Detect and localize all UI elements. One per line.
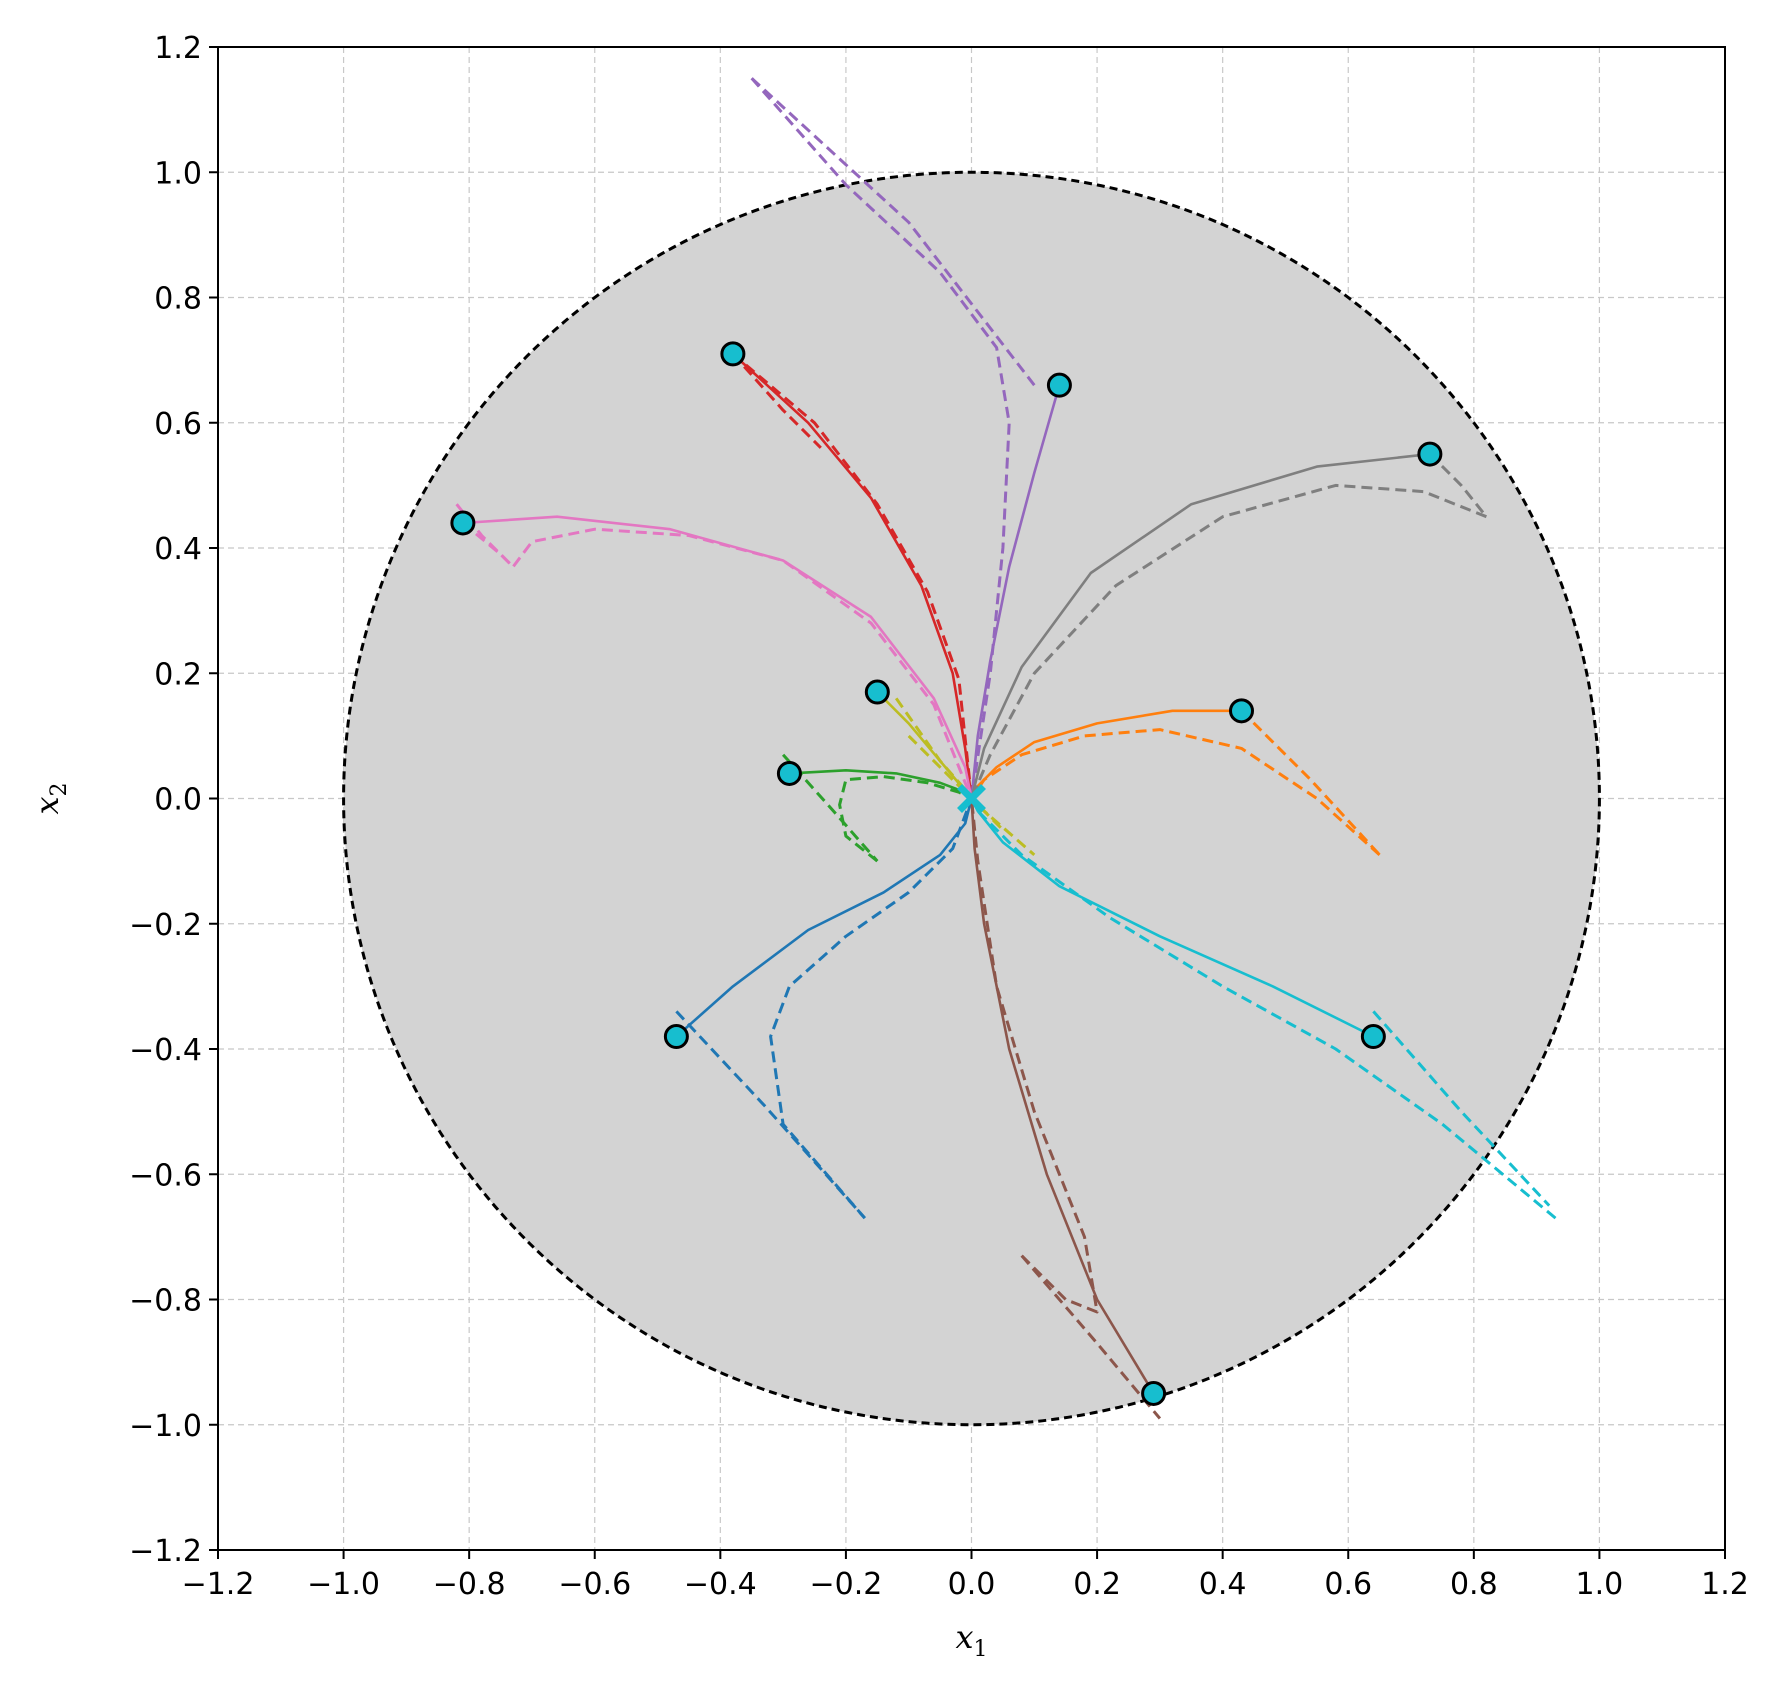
start-point-marker [450, 510, 476, 536]
trajectory-dashed-line-secondary [1020, 1254, 1162, 1420]
y-axis-label: x2 [28, 782, 72, 814]
y-tick-label: −1.0 [129, 1409, 202, 1444]
x-tick-label: 1.0 [1576, 1567, 1624, 1602]
start-point-marker [776, 760, 802, 786]
x-axis-label-subscript: 1 [974, 1637, 988, 1662]
y-tick-label: 0.6 [154, 407, 202, 442]
series-layer [455, 77, 1557, 1420]
trajectory-dashed-line [769, 797, 973, 1220]
trajectory-dashed-line [838, 775, 973, 863]
y-tick-label: −0.8 [129, 1284, 202, 1319]
y-tick-label: 1.0 [154, 156, 202, 191]
trajectory-dashed-line-secondary [1372, 1010, 1551, 1207]
y-tick-label: 0.8 [154, 282, 202, 317]
trajectory-7 [455, 503, 973, 800]
y-axis-label-subscript: 2 [47, 782, 72, 796]
y-tick-label: −0.2 [129, 908, 202, 943]
y-tick-label: 1.2 [154, 31, 202, 66]
start-point-marker [1046, 372, 1072, 398]
start-point-marker [1229, 698, 1255, 724]
x-tick-label: 0.4 [1199, 1567, 1247, 1602]
trajectory-8 [970, 452, 1488, 800]
trajectory-solid-line [876, 691, 973, 800]
x-axis-label-main: x [955, 1618, 973, 1656]
trajectory-dashed-line-secondary [1428, 453, 1488, 518]
marker-layer [450, 341, 1443, 1406]
x-tick-label: −0.6 [558, 1567, 631, 1602]
trajectory-dashed-line [970, 798, 1099, 1314]
start-point-marker [1417, 441, 1443, 467]
start-point-marker [1141, 1380, 1167, 1406]
trajectory-solid-line [970, 384, 1061, 799]
trajectory-dashed-line [970, 483, 1487, 800]
trajectory-solid-line [970, 797, 1374, 1038]
trajectory-5 [750, 77, 1061, 799]
x-tick-label: −0.2 [809, 1567, 882, 1602]
trajectory-solid-line [675, 798, 973, 1038]
x-tick-label: 0.6 [1324, 1567, 1372, 1602]
trajectory-4 [731, 352, 973, 799]
y-tick-label: 0.0 [154, 783, 202, 818]
feasible-region-boundary [342, 170, 1601, 1427]
trajectory-dashed-line [455, 503, 973, 800]
start-point-marker [720, 341, 746, 367]
x-tick-label: 0.2 [1073, 1567, 1121, 1602]
trajectory-solid-line [462, 515, 973, 799]
tick-layer: −1.2 −1.0 −0.8 −0.6 −0.4 −0.2 0.0 0.2 0.4 0.6 0.8 1… [129, 31, 1749, 1602]
trajectory-6 [970, 798, 1162, 1420]
trajectory-dashed-line [731, 352, 973, 799]
target-marker-stroke [957, 784, 986, 813]
trajectory-dashed-line-secondary [750, 77, 1036, 387]
x-tick-label: −1.2 [182, 1567, 255, 1602]
x-tick-label: 0.0 [948, 1567, 996, 1602]
target-marker [957, 784, 986, 813]
start-point-marker [1360, 1023, 1386, 1049]
x-axis-label: x1 [955, 1618, 987, 1662]
trajectory-dashed-line-secondary [675, 1010, 866, 1220]
y-tick-label: −1.2 [129, 1534, 202, 1569]
x-tick-label: 1.2 [1701, 1567, 1749, 1602]
x-tick-label: −0.8 [433, 1567, 506, 1602]
start-point-marker [864, 679, 890, 705]
trajectory-dashed-line [970, 728, 1381, 857]
trajectory-solid-line [970, 798, 1155, 1395]
x-tick-label: −0.4 [684, 1567, 757, 1602]
y-tick-label: 0.2 [154, 657, 202, 692]
y-tick-label: −0.4 [129, 1033, 202, 1068]
trajectory-solid-line [732, 352, 973, 799]
trajectory-solid-line [970, 452, 1431, 799]
trajectory-10 [970, 797, 1557, 1220]
trajectory-dashed-line-secondary [731, 352, 822, 449]
y-tick-label: −0.6 [129, 1158, 202, 1193]
y-axis-label-main: x [28, 796, 66, 814]
trajectory-1 [675, 797, 973, 1220]
x-tick-label: 0.8 [1450, 1567, 1498, 1602]
start-point-marker [663, 1023, 689, 1049]
x-tick-label: −1.0 [307, 1567, 380, 1602]
y-tick-label: 0.4 [154, 532, 202, 567]
